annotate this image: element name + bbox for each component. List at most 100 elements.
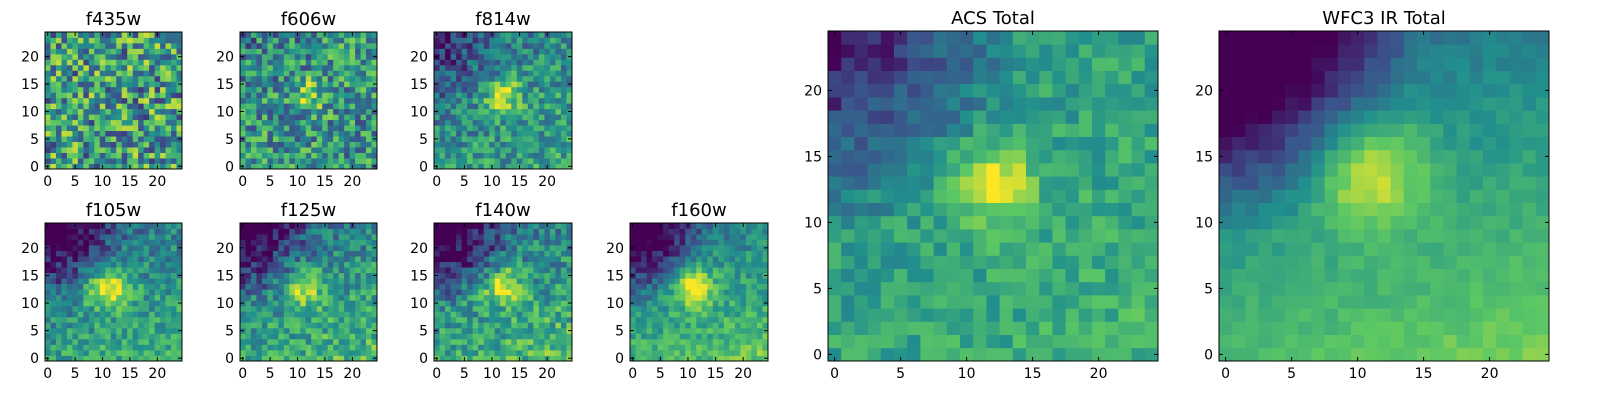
heatmap-cell xyxy=(121,103,128,110)
heatmap-cell xyxy=(171,305,177,312)
heatmap-cell xyxy=(1105,295,1119,309)
heatmap-cell xyxy=(657,256,664,263)
heatmap-cell xyxy=(696,223,703,229)
heatmap-cell xyxy=(1052,229,1066,243)
heatmap-cell xyxy=(533,333,540,340)
heatmap-cell xyxy=(105,53,112,60)
heatmap-cell xyxy=(138,130,145,137)
heatmap-cell xyxy=(344,141,350,148)
heatmap-cell xyxy=(1118,281,1132,296)
heatmap-cell xyxy=(973,229,987,243)
heatmap-cell xyxy=(349,136,356,142)
heatmap-cell xyxy=(349,267,356,274)
heatmap-cell xyxy=(516,152,523,159)
heatmap-cell xyxy=(538,316,545,323)
heatmap-cell xyxy=(110,250,117,257)
heatmap-cell xyxy=(522,136,529,142)
heatmap-cell xyxy=(311,322,318,329)
heatmap-cell xyxy=(880,149,895,164)
heatmap-cell xyxy=(1144,215,1159,230)
heatmap-cell xyxy=(349,114,356,121)
heatmap-cell xyxy=(549,59,556,66)
heatmap-cell xyxy=(294,37,301,44)
heatmap-cell xyxy=(300,250,307,257)
heatmap-cell xyxy=(366,316,372,323)
heatmap-cell xyxy=(685,245,692,251)
heatmap-cell xyxy=(668,344,675,351)
heatmap-cell xyxy=(894,176,908,190)
heatmap-cell xyxy=(489,152,496,159)
heatmap-cell xyxy=(478,327,485,334)
heatmap-cell xyxy=(171,59,177,66)
heatmap-cell xyxy=(445,103,451,110)
heatmap-cell xyxy=(171,42,177,49)
heatmap-cell xyxy=(327,267,334,274)
heatmap-cell xyxy=(171,311,177,318)
heatmap-cell xyxy=(652,250,658,257)
heatmap-cell xyxy=(338,81,345,88)
heatmap-cell xyxy=(294,42,301,49)
heatmap-cell xyxy=(701,256,708,263)
heatmap-cell xyxy=(261,278,268,285)
heatmap-cell xyxy=(489,256,496,263)
heatmap-cell xyxy=(272,305,279,312)
heatmap-cell xyxy=(560,272,567,279)
heatmap-cell xyxy=(256,125,263,132)
heatmap-cell xyxy=(149,125,155,132)
heatmap-cell xyxy=(544,136,551,142)
heatmap-cell xyxy=(267,125,274,132)
heatmap-cell xyxy=(360,234,367,240)
heatmap-cell xyxy=(360,136,367,142)
heatmap-cell xyxy=(338,37,345,44)
heatmap-cell xyxy=(696,239,703,246)
heatmap-cell xyxy=(333,147,340,153)
heatmap-cell xyxy=(289,81,296,88)
heatmap-cell xyxy=(327,278,334,285)
heatmap-cell xyxy=(110,261,117,268)
heatmap-cell xyxy=(127,53,134,60)
heatmap-cell xyxy=(66,294,73,301)
heatmap-cell xyxy=(349,300,356,307)
heatmap-cell xyxy=(245,86,252,93)
heatmap-cell xyxy=(366,136,372,142)
heatmap-cell xyxy=(94,147,101,153)
heatmap-cell xyxy=(256,130,263,137)
heatmap-cell xyxy=(434,37,440,44)
heatmap-cell xyxy=(154,70,161,77)
heatmap-cell xyxy=(538,70,545,77)
heatmap-cell xyxy=(986,347,1000,362)
heatmap-cell xyxy=(371,86,378,93)
heatmap-cell xyxy=(121,32,128,38)
heatmap-cell xyxy=(327,37,334,44)
heatmap-cell xyxy=(327,256,334,263)
heatmap-cell xyxy=(712,316,719,323)
heatmap-cell xyxy=(349,70,356,77)
heatmap-cell xyxy=(516,114,523,121)
heatmap-cell xyxy=(143,119,150,126)
heatmap-cell xyxy=(461,316,468,323)
heatmap-cell xyxy=(77,333,84,340)
heatmap-cell xyxy=(132,267,139,274)
heatmap-cell xyxy=(149,223,155,229)
heatmap-cell xyxy=(289,108,296,115)
heatmap-cell xyxy=(500,81,507,88)
heatmap-cell xyxy=(933,202,948,217)
heatmap-cell xyxy=(45,228,51,235)
heatmap-cell xyxy=(745,333,752,340)
heatmap-cell xyxy=(1052,176,1066,190)
heatmap-cell xyxy=(494,37,501,44)
heatmap-cell xyxy=(920,255,934,269)
heatmap-cell xyxy=(894,268,908,283)
heatmap-cell xyxy=(116,70,123,77)
heatmap-cell xyxy=(72,81,79,88)
heatmap-cell xyxy=(99,48,106,55)
heatmap-cell xyxy=(72,92,79,99)
heatmap-cell xyxy=(729,305,736,312)
heatmap-cell xyxy=(105,130,112,137)
heatmap-cell xyxy=(240,234,246,240)
heatmap-cell xyxy=(99,158,106,164)
heatmap-cell xyxy=(489,311,496,318)
heatmap-cell xyxy=(685,234,692,240)
heatmap-cell xyxy=(566,311,573,318)
heatmap-cell xyxy=(305,300,312,307)
